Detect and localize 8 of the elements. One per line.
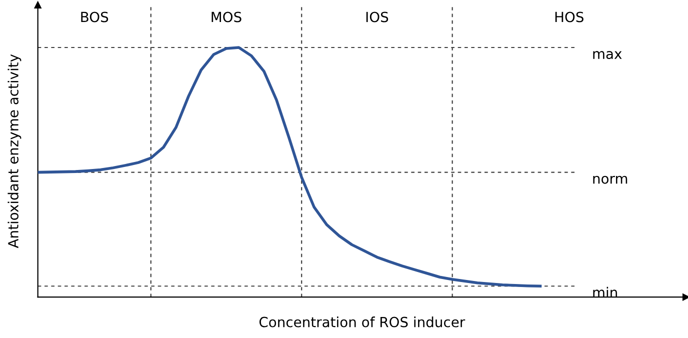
text: HOS <box>555 12 584 22</box>
y-axis-title: Antioxidant enzyme activity <box>8 54 22 248</box>
text: MOS <box>212 12 242 22</box>
text: IOS <box>366 12 388 22</box>
text: norm <box>593 176 628 184</box>
text: BOS <box>81 12 108 22</box>
x-axis-title: Concentration of ROS inducer <box>259 316 466 328</box>
text: max <box>593 51 622 60</box>
